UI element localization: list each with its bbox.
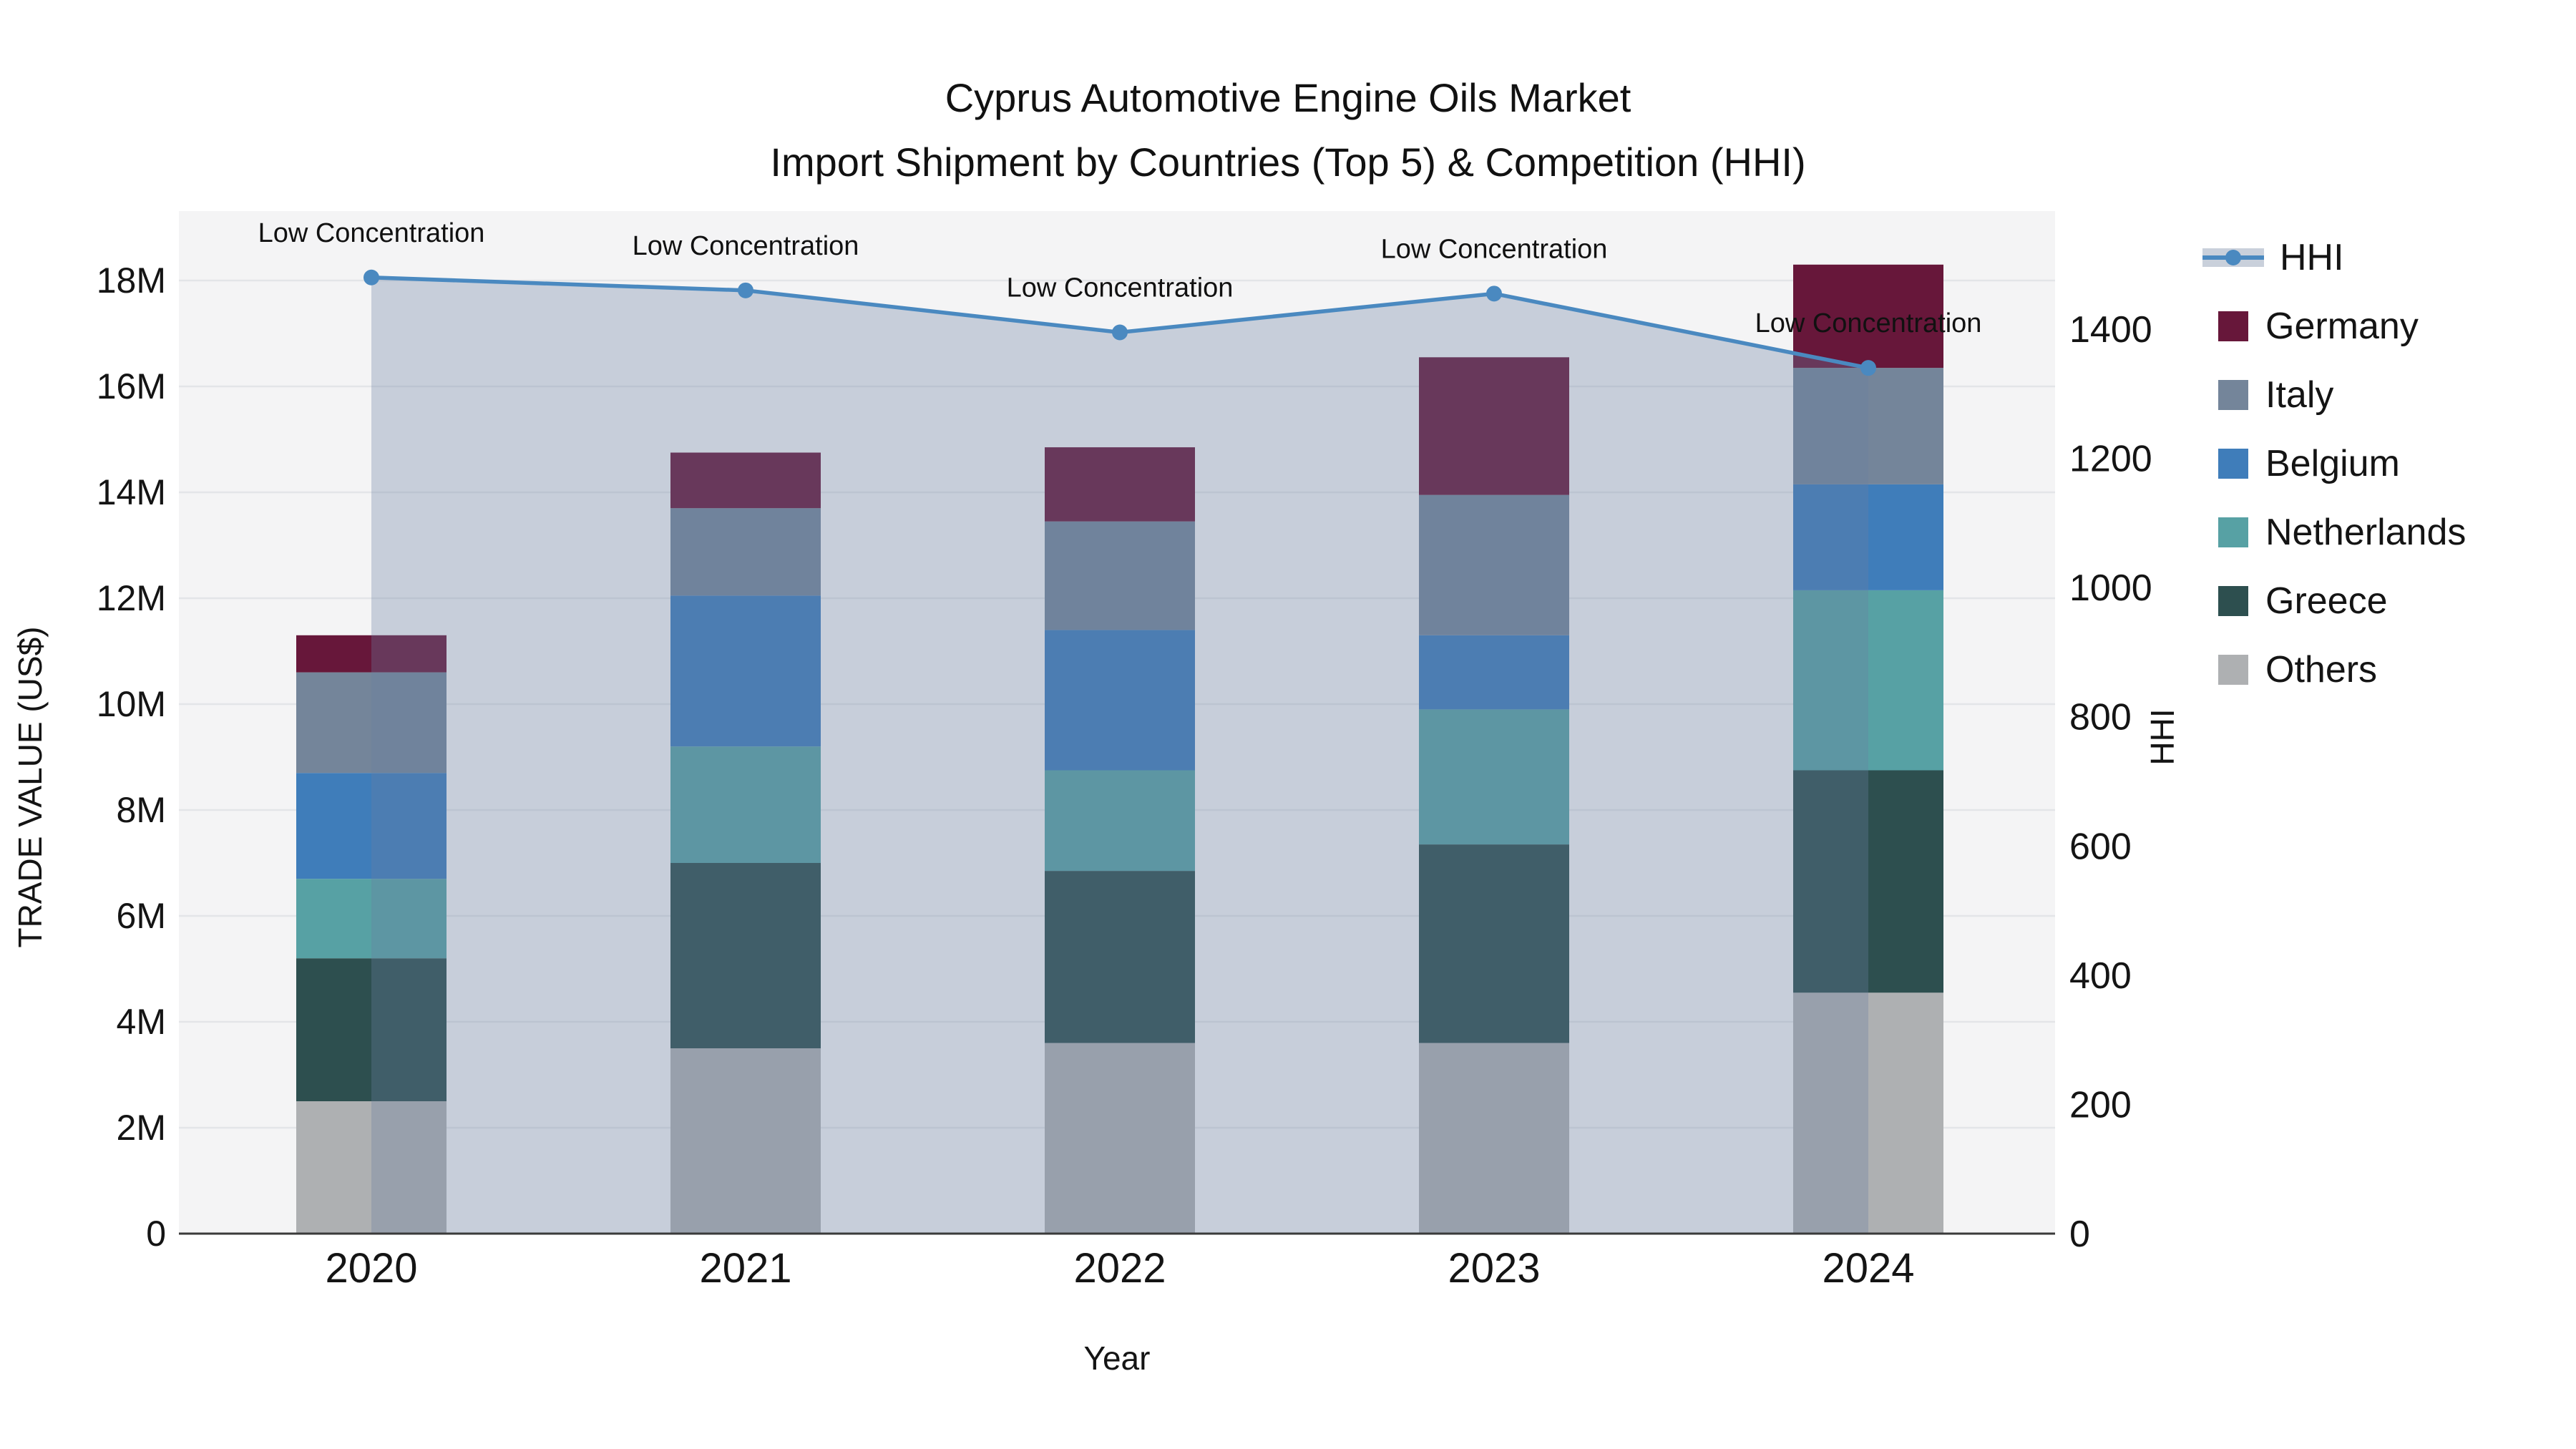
bar-segment-greece-2023[interactable] [1419,844,1569,1043]
bar-segment-germany-2020[interactable] [296,635,447,673]
bar-segment-germany-2023[interactable] [1419,357,1569,495]
x-tick-label-2021: 2021 [699,1245,791,1292]
bar-segment-italy-2022[interactable] [1045,521,1195,630]
hhi-line-marker-icon [2202,242,2264,273]
bar-segment-greece-2020[interactable] [296,958,447,1101]
annotation-low-concentration-2023: Low Concentration [1381,234,1608,264]
bar-segment-netherlands-2022[interactable] [1045,770,1195,872]
legend-item-italy[interactable]: Italy [2202,361,2466,429]
legend-swatch-germany [2218,311,2248,341]
chart-title: Cyprus Automotive Engine Oils Market [945,75,1631,120]
legend-swatch-others [2218,655,2248,685]
bar-segment-italy-2020[interactable] [296,672,447,774]
y-right-tick-label: 200 [2069,1084,2132,1126]
bar-segment-italy-2024[interactable] [1793,368,1943,484]
y-right-axis-title: HHI [2144,708,2181,765]
bar-segment-belgium-2024[interactable] [1793,484,1943,590]
y-left-tick-label: 8M [117,790,166,830]
y-left-tick-label: 0 [146,1214,166,1254]
x-tick-label-2022: 2022 [1073,1245,1166,1292]
bar-segment-netherlands-2020[interactable] [296,879,447,959]
y-left-tick-label: 4M [117,1002,166,1042]
bar-segment-belgium-2020[interactable] [296,773,447,879]
bar-segment-netherlands-2024[interactable] [1793,590,1943,771]
chart-subtitle: Import Shipment by Countries (Top 5) & C… [770,140,1806,185]
legend-item-germany[interactable]: Germany [2202,292,2466,361]
x-axis-title: Year [1084,1340,1151,1377]
annotation-low-concentration-2021: Low Concentration [633,231,859,261]
annotation-low-concentration-2020: Low Concentration [258,218,485,248]
chart-title-block: Cyprus Automotive Engine Oils Market Imp… [0,66,2576,195]
bar-segment-greece-2024[interactable] [1793,770,1943,993]
bar-segment-others-2023[interactable] [1419,1043,1569,1234]
y-left-axis-title: TRADE VALUE (US$) [11,626,49,947]
annotation-low-concentration-2024: Low Concentration [1755,308,1982,338]
bar-segment-belgium-2022[interactable] [1045,630,1195,771]
y-right-tick-label: 0 [2069,1214,2090,1255]
bar-segment-greece-2021[interactable] [670,863,821,1048]
legend-item-greece[interactable]: Greece [2202,567,2466,635]
bar-segment-germany-2022[interactable] [1045,447,1195,522]
bar-segment-others-2024[interactable] [1793,992,1943,1234]
legend-swatch-italy [2218,380,2248,410]
bar-segment-belgium-2023[interactable] [1419,635,1569,710]
y-right-tick-label: 1200 [2069,439,2152,480]
hhi-marker-2023[interactable] [1486,286,1502,302]
x-tick-label-2024: 2024 [1822,1245,1914,1292]
hhi-marker-2021[interactable] [738,282,753,298]
legend-item-netherlands[interactable]: Netherlands [2202,498,2466,567]
bar-segment-others-2020[interactable] [296,1101,447,1234]
x-tick-label-2020: 2020 [325,1245,417,1292]
legend-item-others[interactable]: Others [2202,635,2466,704]
bar-segment-germany-2024[interactable] [1793,264,1943,369]
legend-swatch-greece [2218,586,2248,616]
y-right-tick-label: 1400 [2069,309,2152,351]
y-left-tick-label: 12M [97,578,166,618]
legend-label: Greece [2265,580,2388,622]
legend-item-belgium[interactable]: Belgium [2202,429,2466,498]
y-left-tick-label: 10M [97,684,166,724]
y-left-tick-label: 2M [117,1108,166,1148]
bar-segment-belgium-2021[interactable] [670,595,821,747]
y-right-tick-label: 800 [2069,697,2132,738]
legend-label: Netherlands [2265,512,2467,553]
bar-segment-others-2021[interactable] [670,1048,821,1234]
legend-label: Germany [2265,306,2419,347]
y-right-tick-label: 600 [2069,826,2132,867]
bar-segment-netherlands-2021[interactable] [670,746,821,863]
annotation-low-concentration-2022: Low Concentration [1007,273,1234,303]
legend-swatch-netherlands [2218,517,2248,547]
y-left-tick-label: 18M [97,260,166,301]
y-right-tick-label: 1000 [2069,567,2152,609]
hhi-marker-2022[interactable] [1112,324,1128,341]
y-right-tick-label: 400 [2069,955,2132,997]
legend-label: Belgium [2265,443,2400,484]
legend: HHI Germany Italy Belgium Netherlands Greece O… [2202,223,2466,704]
bar-segment-greece-2022[interactable] [1045,871,1195,1043]
y-left-tick-label: 6M [117,896,166,936]
y-left-tick-label: 16M [97,366,166,406]
bar-segment-others-2022[interactable] [1045,1043,1195,1234]
bar-segment-netherlands-2023[interactable] [1419,709,1569,845]
legend-label: Italy [2265,374,2334,416]
bar-segment-germany-2021[interactable] [670,452,821,509]
hhi-area-fill [371,277,1868,1234]
x-tick-label-2023: 2023 [1448,1245,1540,1292]
y-left-tick-label: 14M [97,472,166,512]
hhi-marker-2020[interactable] [364,269,379,286]
bar-segment-italy-2023[interactable] [1419,494,1569,635]
hhi-marker-2024[interactable] [1860,360,1876,376]
legend-item-hhi[interactable]: HHI [2202,223,2466,292]
legend-label: Others [2265,649,2378,691]
legend-swatch-belgium [2218,449,2248,479]
bar-segment-italy-2021[interactable] [670,508,821,596]
legend-label: HHI [2280,237,2344,278]
